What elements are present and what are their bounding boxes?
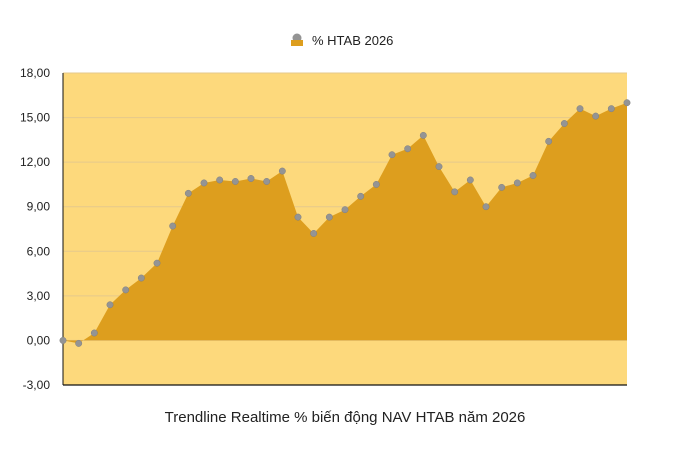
y-tick-label: 3,00	[27, 289, 51, 303]
data-point[interactable]	[404, 145, 412, 153]
data-point[interactable]	[435, 163, 443, 171]
series-area-htab-2026	[63, 102, 627, 344]
data-point[interactable]	[576, 105, 584, 113]
data-point[interactable]	[357, 192, 365, 200]
area-layer	[63, 102, 627, 344]
y-tick-label: 18,00	[20, 66, 50, 80]
data-point[interactable]	[122, 286, 130, 294]
y-tick-label: -3,00	[23, 378, 51, 392]
data-point[interactable]	[278, 167, 286, 175]
data-point[interactable]	[59, 336, 67, 344]
data-point[interactable]	[388, 151, 396, 159]
legend-label: % HTAB 2026	[312, 33, 393, 48]
data-point[interactable]	[560, 120, 568, 127]
data-point[interactable]	[529, 172, 537, 179]
data-point[interactable]	[75, 339, 83, 347]
data-point[interactable]	[294, 213, 302, 221]
y-tick-label: 0,00	[27, 333, 51, 347]
data-point[interactable]	[451, 188, 459, 196]
data-point[interactable]	[90, 329, 98, 337]
y-tick-labels: 18,00 15,00 12,00 9,00 6,00 3,00 0,00 -3,00	[20, 66, 50, 392]
data-point[interactable]	[545, 137, 553, 145]
y-tick-label: 6,00	[27, 244, 51, 258]
data-point[interactable]	[216, 176, 224, 184]
data-point[interactable]	[247, 175, 255, 182]
data-point[interactable]	[341, 206, 349, 214]
data-point[interactable]	[498, 183, 506, 191]
y-tick-label: 15,00	[20, 111, 50, 125]
data-point[interactable]	[482, 203, 490, 211]
data-markers	[59, 99, 631, 347]
legend[interactable]: % HTAB 2026	[291, 33, 393, 48]
axes	[62, 73, 627, 386]
data-point[interactable]	[466, 176, 474, 184]
data-point[interactable]	[263, 178, 271, 185]
data-point[interactable]	[184, 189, 192, 197]
data-point[interactable]	[419, 131, 427, 139]
data-point[interactable]	[592, 112, 600, 120]
legend-swatch	[291, 40, 303, 46]
data-point[interactable]	[310, 230, 318, 237]
data-point[interactable]	[325, 213, 333, 221]
data-point[interactable]	[137, 274, 145, 282]
data-point[interactable]	[607, 105, 615, 113]
data-point[interactable]	[200, 179, 208, 187]
x-axis-label: Trendline Realtime % biến động NAV HTAB …	[165, 409, 526, 426]
data-point[interactable]	[623, 99, 631, 107]
y-tick-label: 9,00	[27, 200, 51, 214]
data-point[interactable]	[106, 301, 114, 309]
data-point[interactable]	[169, 222, 177, 230]
y-tick-label: 12,00	[20, 155, 50, 169]
data-point[interactable]	[153, 259, 161, 267]
data-point[interactable]	[513, 179, 521, 187]
data-point[interactable]	[231, 178, 239, 185]
data-point[interactable]	[372, 180, 380, 188]
